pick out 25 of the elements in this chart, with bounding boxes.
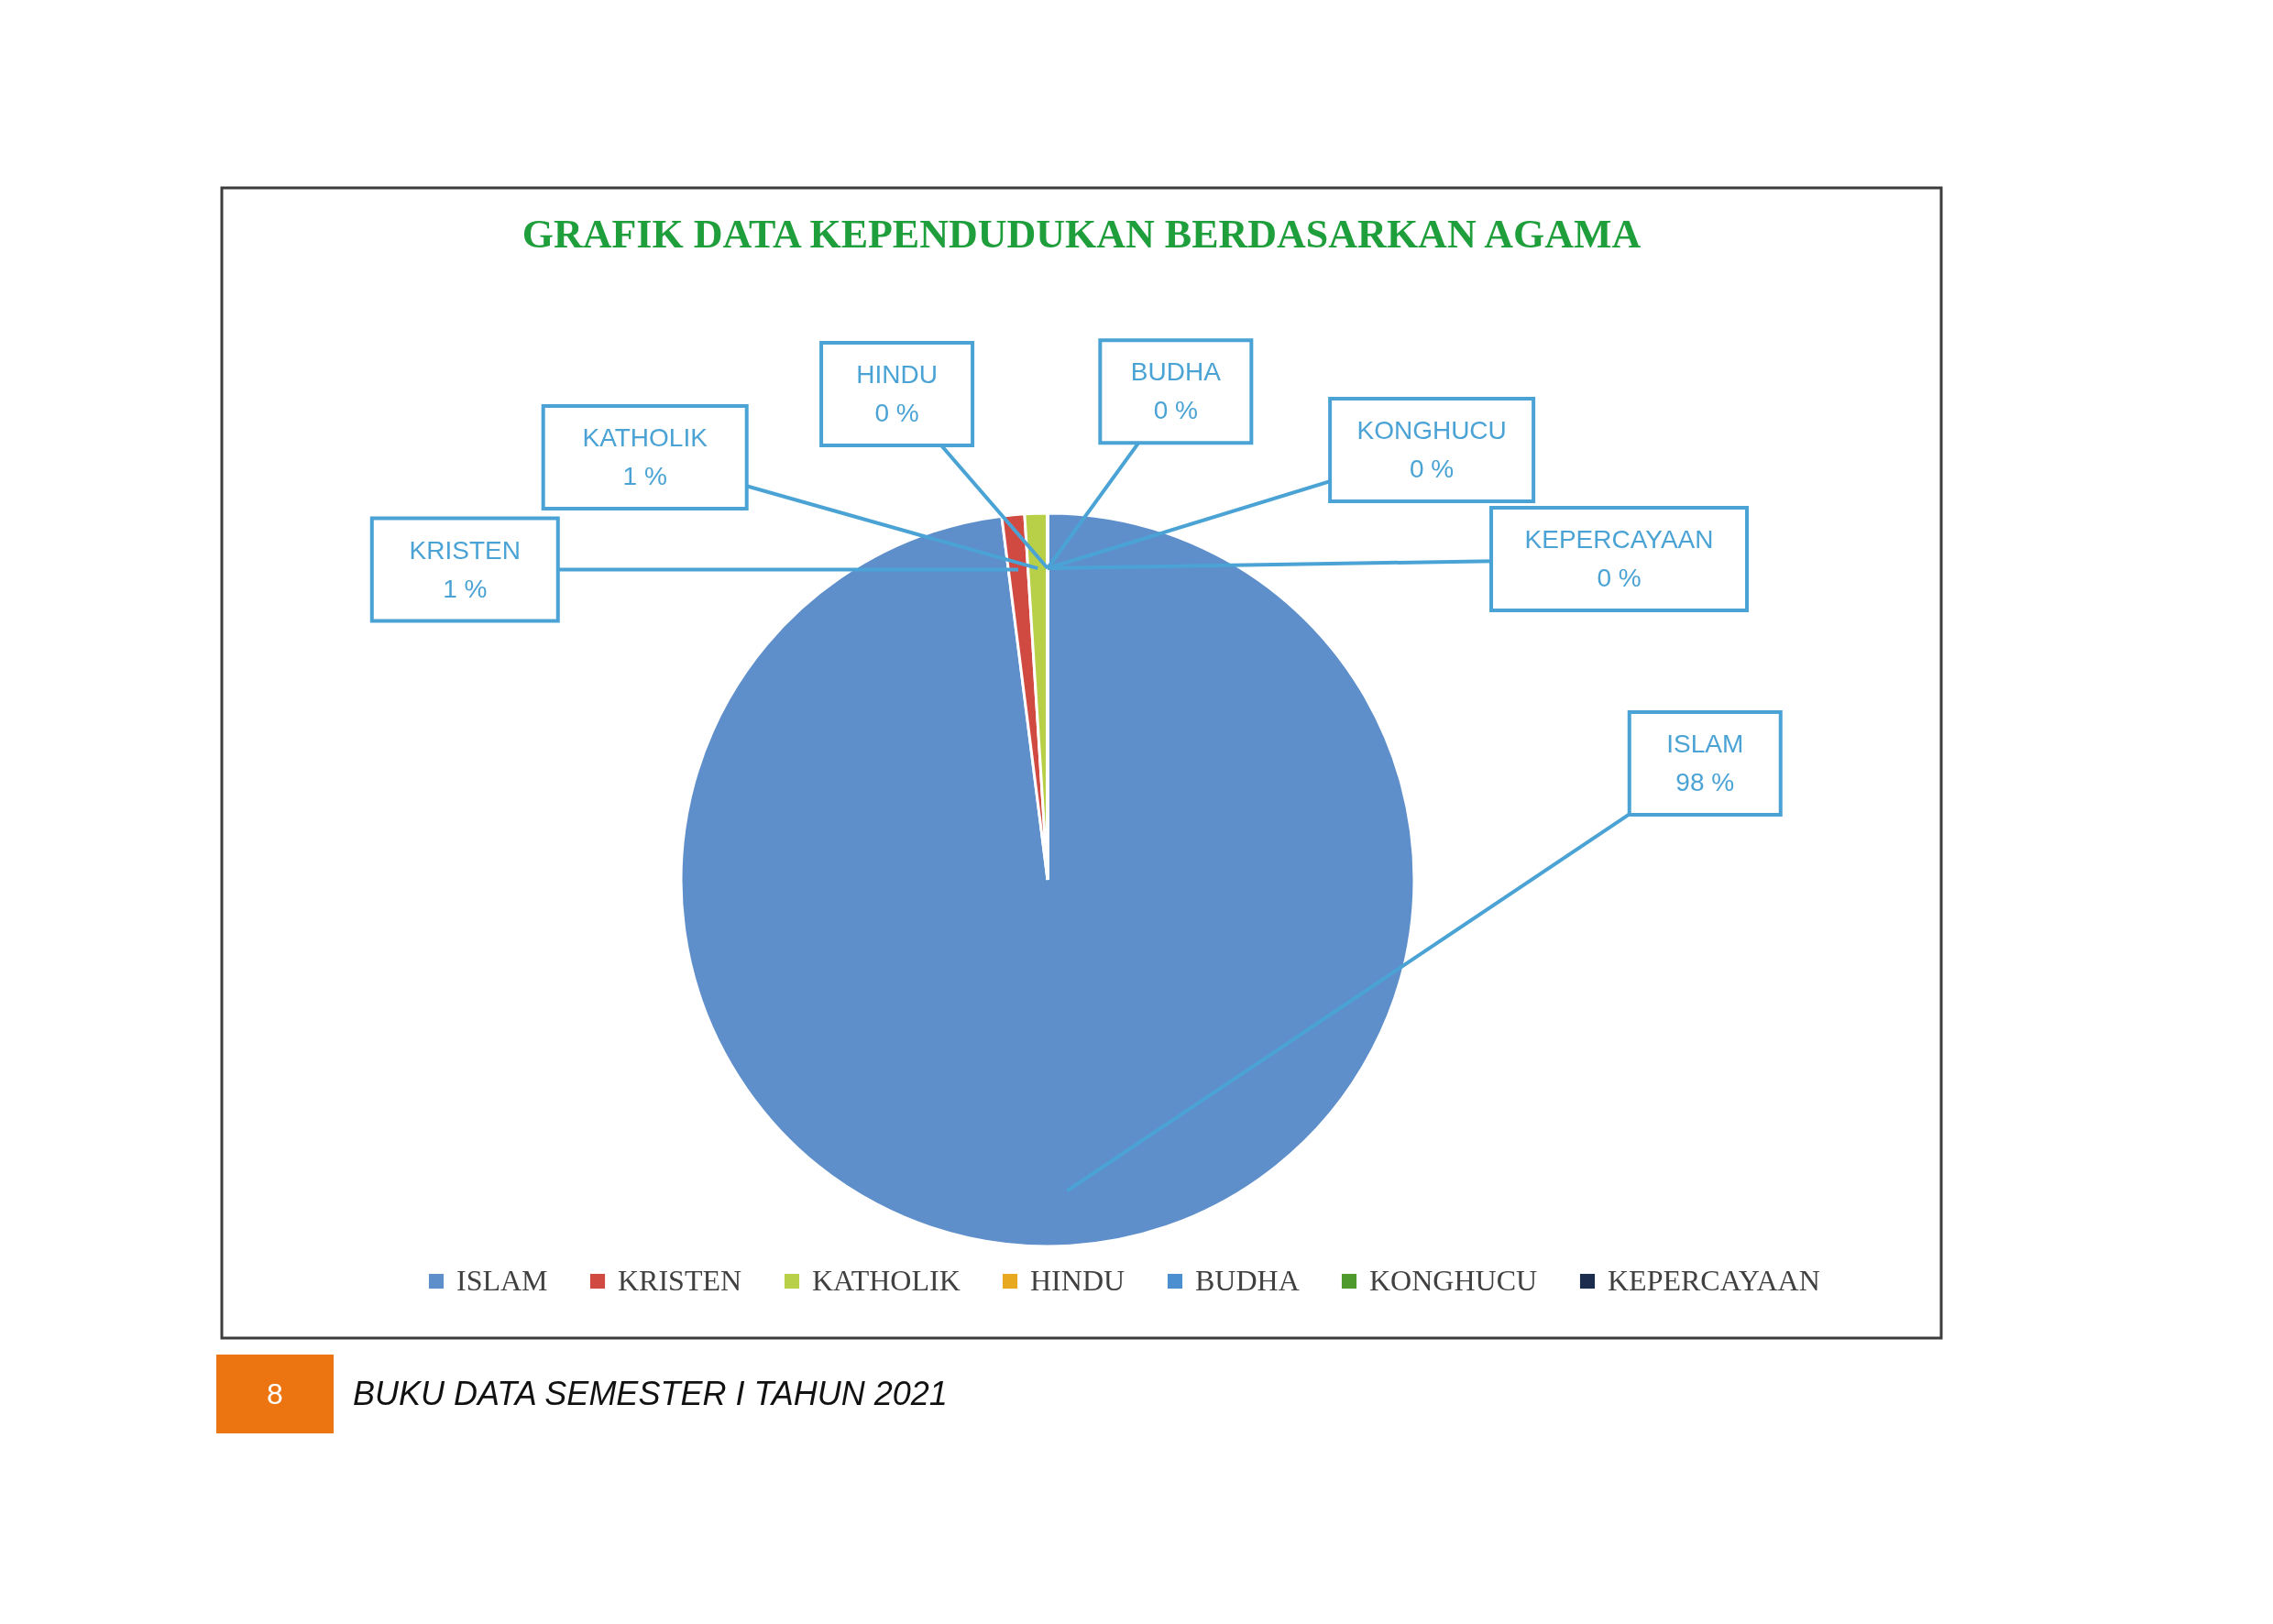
legend-label: ISLAM — [456, 1264, 548, 1297]
data-label: 1 % — [443, 574, 488, 603]
legend-label: KONGHUCU — [1369, 1264, 1538, 1297]
legend-label: HINDU — [1030, 1264, 1126, 1297]
data-label: 1 % — [622, 461, 667, 490]
legend-label: KATHOLIK — [812, 1264, 961, 1297]
data-label: 98 % — [1675, 768, 1735, 797]
pie-slice — [679, 511, 1416, 1247]
text: 8 — [267, 1377, 283, 1410]
category-label: BUDHA — [1130, 357, 1221, 387]
category-label: HINDU — [856, 360, 938, 390]
legend-label: BUDHA — [1195, 1264, 1300, 1297]
text: BUKU DATA SEMESTER I TAHUN 2021 — [353, 1375, 948, 1412]
category-label: KONGHUCU — [1356, 416, 1507, 445]
text: 0 % — [1410, 455, 1455, 484]
slice-label: KRISTEN — [409, 535, 521, 565]
text: 0 % — [874, 399, 919, 428]
legend-label: KEPERCAYAAN — [1608, 1264, 1820, 1297]
slice-label: KATHOLIK — [582, 422, 708, 452]
chart-title: GRAFIK DATA KEPENDUDUKAN BERDASARKAN AGAMA — [522, 212, 1642, 257]
slice-label: ISLAM — [1666, 730, 1744, 759]
category-label: KEPERCAYAAN — [1524, 525, 1714, 554]
legend-label: KRISTEN — [618, 1264, 742, 1297]
text: 0 % — [1153, 396, 1198, 425]
text: 0 % — [1597, 564, 1642, 592]
